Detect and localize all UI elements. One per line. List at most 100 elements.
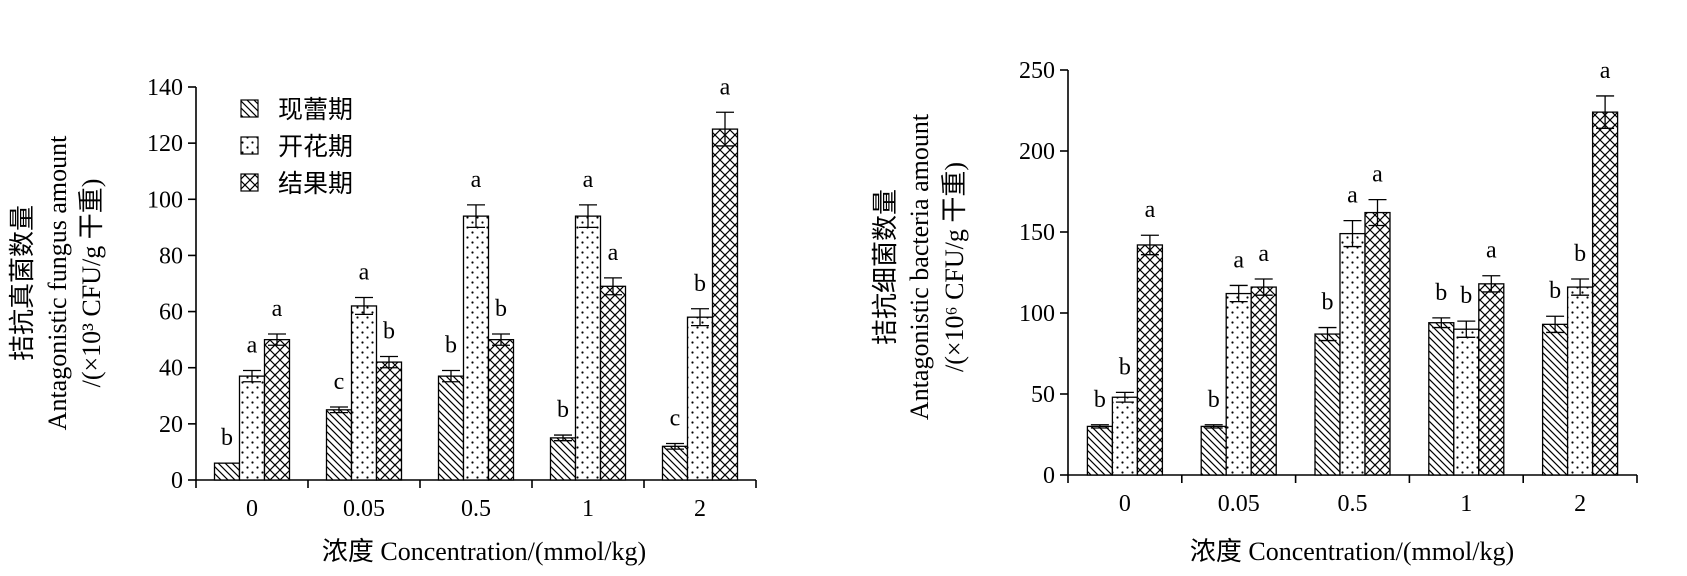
bar-series-1-cat-5 [1541, 323, 1569, 476]
error-bar-series-1-cat-3 [1318, 326, 1337, 342]
error-bar-series-3-cat-2 [380, 355, 398, 369]
bar-series-1-cat-2 [325, 409, 353, 481]
significance-letter-series-2-cat-2: a [359, 260, 370, 286]
y-tick-label: 100 [1019, 301, 1055, 327]
bar-series-3-cat-2 [1250, 286, 1277, 476]
error-bar-series-3-cat-1 [268, 333, 286, 346]
significance-letter-series-2-cat-4: a [583, 167, 594, 193]
significance-letter-series-1-cat-1: b [221, 425, 233, 451]
significance-letter-series-1-cat-4: b [557, 397, 569, 423]
x-tick-label: 0 [1119, 491, 1131, 517]
error-bar-series-2-cat-3 [467, 204, 485, 229]
error-bar-series-2-cat-1 [1115, 391, 1134, 403]
bar-series-3-cat-5 [711, 128, 739, 481]
legend-label-1: 现蕾期 [278, 95, 353, 124]
significance-letter-series-1-cat-2: c [334, 369, 345, 395]
chart-1-xlabel: 浓度 Concentration/(mmol/kg) [322, 537, 646, 566]
significance-letter-series-3-cat-5: a [1600, 58, 1611, 84]
error-bar-series-1-cat-5 [1546, 315, 1565, 334]
y-tick-label: 250 [1019, 58, 1055, 84]
significance-letter-series-1-cat-1: b [1094, 387, 1106, 413]
significance-letter-series-2-cat-4: b [1460, 283, 1472, 309]
bar-series-2-cat-1 [238, 375, 266, 481]
error-bar-series-3-cat-3 [1368, 198, 1387, 227]
significance-letter-series-1-cat-2: b [1208, 387, 1220, 413]
x-tick-label: 1 [1460, 491, 1472, 517]
bar-series-2-cat-3 [462, 215, 490, 481]
significance-letter-series-2-cat-5: b [1574, 241, 1586, 267]
significance-letter-series-3-cat-4: a [608, 240, 619, 266]
significance-letter-series-3-cat-5: a [720, 74, 731, 100]
bar-series-2-cat-5 [686, 316, 714, 481]
error-bar-series-2-cat-1 [243, 369, 261, 383]
bar-series-1-cat-5 [661, 445, 689, 481]
significance-letter-series-2-cat-3: a [1347, 183, 1358, 209]
bar-series-3-cat-4 [599, 285, 627, 481]
bar-series-2-cat-2 [1225, 292, 1252, 476]
bar-series-2-cat-4 [1453, 328, 1480, 476]
y-tick-label: 60 [159, 300, 183, 326]
x-tick-label: 2 [1574, 491, 1586, 517]
significance-letter-series-1-cat-3: b [1322, 290, 1334, 316]
significance-letter-series-3-cat-2: a [1258, 241, 1269, 267]
y-tick-label: 20 [159, 412, 183, 438]
ylabel-line-3: /(×10⁶ CFU/g 干重) [940, 162, 969, 372]
bar-series-3-cat-1 [263, 338, 291, 481]
bar-series-2-cat-2 [350, 305, 378, 481]
x-tick-label: 1 [582, 496, 594, 522]
y-tick-label: 140 [147, 75, 183, 101]
significance-letter-series-3-cat-3: b [495, 296, 507, 322]
x-tick-label: 0.05 [343, 496, 385, 522]
y-tick-label: 0 [1043, 463, 1055, 489]
bar-series-3-cat-3 [487, 338, 515, 481]
error-bar-series-1-cat-5 [666, 442, 684, 450]
error-bar-series-3-cat-5 [1596, 95, 1615, 129]
error-bar-series-1-cat-1 [1090, 424, 1109, 429]
bar-series-3-cat-3 [1364, 211, 1391, 476]
significance-letter-series-1-cat-5: c [670, 406, 681, 432]
error-bar-series-3-cat-4 [604, 277, 622, 296]
error-bar-series-2-cat-2 [1229, 284, 1248, 303]
bar-series-1-cat-3 [437, 375, 465, 481]
significance-letter-series-3-cat-1: a [272, 296, 283, 322]
bar-series-1-cat-1 [213, 462, 241, 481]
legend-swatch-hatch [240, 99, 259, 118]
bar-series-1-cat-2 [1200, 425, 1227, 476]
significance-letter-series-3-cat-2: b [383, 318, 395, 344]
error-bar-series-3-cat-1 [1140, 234, 1159, 256]
legend-label-3: 结果期 [278, 169, 353, 198]
x-tick-label: 0.5 [461, 496, 491, 522]
error-bar-series-2-cat-4 [1457, 320, 1476, 338]
significance-letter-series-2-cat-3: a [471, 167, 482, 193]
ylabel-line-1: 拮抗细菌数量 [871, 189, 900, 345]
error-bar-series-2-cat-2 [355, 296, 373, 316]
bar-series-3-cat-5 [1591, 111, 1619, 476]
y-tick-label: 80 [159, 243, 183, 269]
error-bar-series-3-cat-3 [492, 333, 510, 346]
error-bar-series-1-cat-3 [442, 369, 460, 383]
y-tick-label: 150 [1019, 220, 1055, 246]
error-bar-series-1-cat-2 [1204, 424, 1223, 429]
bar-series-1-cat-4 [549, 437, 577, 481]
chart-2-ylabel: 拮抗细菌数量 Antagonistic bacteria amount /(×1… [871, 113, 969, 420]
error-bar-series-1-cat-4 [554, 434, 572, 442]
significance-letter-series-3-cat-4: a [1486, 238, 1497, 264]
ylabel-line-2: Antagonistic bacteria amount [905, 113, 934, 420]
error-bar-series-3-cat-4 [1482, 275, 1501, 293]
significance-letter-series-2-cat-1: b [1119, 354, 1131, 380]
bar-series-3-cat-4 [1478, 283, 1505, 476]
error-bar-series-2-cat-3 [1343, 220, 1362, 248]
error-bar-series-2-cat-5 [1571, 278, 1590, 296]
ylabel-line-3: /(×10³ CFU/g 干重) [77, 179, 106, 388]
significance-letter-series-1-cat-4: b [1435, 280, 1447, 306]
x-tick-label: 0.05 [1218, 491, 1260, 517]
bar-series-1-cat-4 [1428, 322, 1455, 476]
bar-series-1-cat-3 [1314, 333, 1341, 476]
y-tick-label: 50 [1031, 382, 1055, 408]
chart-2-xlabel: 浓度 Concentration/(mmol/kg) [1190, 537, 1514, 566]
significance-letter-series-2-cat-1: a [247, 333, 258, 359]
y-tick-label: 40 [159, 356, 183, 382]
